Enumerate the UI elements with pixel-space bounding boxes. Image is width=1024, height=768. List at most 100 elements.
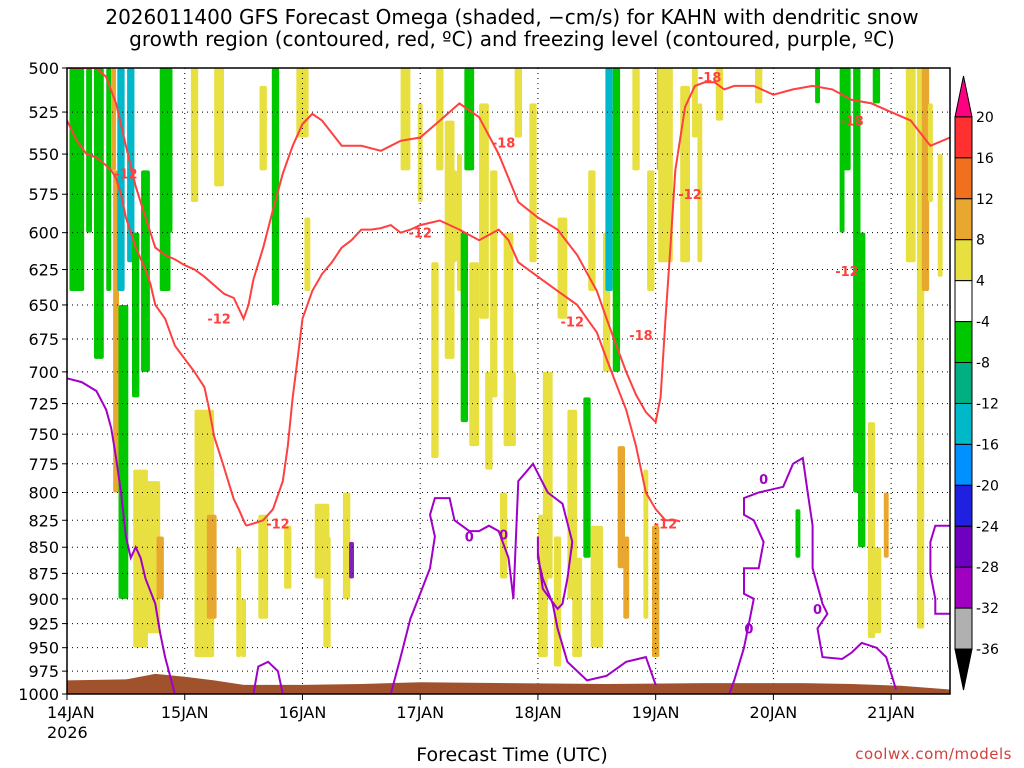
omega-shade-cell: [490, 170, 498, 398]
omega-shade-cell: [436, 68, 444, 171]
omega-shade-cell: [632, 68, 640, 171]
omega-shade-cell: [156, 536, 164, 599]
x-tick-label: 15JAN: [161, 703, 209, 722]
omega-shade-cell: [643, 469, 649, 619]
omega-shade-cell: [651, 525, 660, 658]
omega-shade-cell: [680, 85, 691, 263]
omega-shade-cell: [323, 536, 331, 648]
omega-shade-cell: [93, 68, 104, 359]
terrain-surface: [67, 673, 950, 694]
omega-shade-cell: [118, 304, 129, 599]
colorbar-label: -12: [976, 396, 999, 412]
omega-shade-cell: [214, 68, 224, 187]
omega-shade-cell: [460, 232, 469, 423]
colorbar: 20 16 12 8 4 -4 -8 -12 -16 -20 -24 -28 -32 -36: [954, 75, 999, 691]
omega-shade-cell: [86, 68, 93, 233]
omega-shade-cell: [190, 68, 199, 203]
omega-shading: [69, 68, 943, 667]
omega-shade-cell: [417, 103, 423, 203]
y-axis: 500 525 550 575 600 625 650 675 700 725 750 775 800 8…: [18, 59, 67, 704]
x-axis: 14JAN 15JAN 16JAN 17JAN 18JAN 19JAN 20JAN 21JAN…: [47, 694, 915, 742]
omega-shade-cell: [342, 492, 351, 599]
dgz-contour-3: [67, 68, 950, 425]
dgz-contour-label: -12: [835, 265, 859, 280]
omega-shade-cell: [206, 514, 217, 619]
colorbar-swatch: [954, 198, 973, 241]
y-tick-label: 875: [28, 564, 59, 583]
omega-shade-cell: [452, 170, 457, 263]
omega-shade-cell: [871, 547, 882, 634]
omega-shade-cell: [431, 262, 439, 458]
colorbar-label: 8: [976, 233, 985, 249]
x-tick-label: 18JAN: [514, 703, 562, 722]
dgz-contour-label: -18: [492, 137, 516, 152]
freezing-contour-label: 0: [465, 531, 474, 546]
colorbar-label: 16: [976, 151, 994, 167]
omega-shade-cell: [905, 68, 916, 263]
omega-shade-cell: [921, 68, 930, 291]
dgz-contour-2: [245, 219, 681, 527]
colorbar-swatch: [954, 321, 973, 364]
chart-title: 2026011400 GFS Forecast Omega (shaded, −…: [0, 6, 1024, 50]
freezing-contour-label: 0: [759, 473, 768, 488]
colorbar-swatch: [954, 484, 973, 527]
colorbar-label: -32: [976, 601, 999, 617]
y-tick-label: 700: [28, 363, 59, 382]
omega-shade-cell: [167, 68, 173, 233]
colorbar-label: -20: [976, 478, 999, 494]
freezing-contour-5: [929, 524, 950, 615]
omega-shade-cell: [553, 536, 562, 667]
omega-shade-cell: [258, 514, 269, 619]
omega-shade-cell: [927, 103, 933, 203]
omega-shade-cell: [588, 170, 596, 291]
colorbar-swatch: [954, 280, 973, 323]
omega-shade-cell: [241, 598, 247, 658]
omega-shade-cell: [937, 154, 943, 277]
y-tick-label: 550: [28, 145, 59, 164]
y-tick-label: 1000: [18, 685, 59, 704]
x-tick-label: 17JAN: [396, 703, 444, 722]
dgz-contour-label: -12: [561, 315, 585, 330]
omega-shade-cell: [647, 170, 655, 291]
dgz-contour-1: [67, 120, 248, 527]
omega-shade-cell: [529, 103, 537, 263]
omega-shade-cell: [542, 371, 553, 579]
colorbar-swatch: [954, 607, 973, 650]
y-tick-label: 950: [28, 639, 59, 658]
colorbar-swatch: [954, 402, 973, 445]
omega-shade-cell: [583, 397, 591, 558]
omega-shade-cell: [843, 68, 851, 171]
colorbar-label: -28: [976, 560, 999, 576]
colorbar-label: -8: [976, 356, 990, 372]
freezing-contour-1: [67, 377, 176, 694]
omega-shade-cell: [259, 85, 267, 171]
omega-shade-cell: [815, 68, 821, 104]
chart-title-line-1: 2026011400 GFS Forecast Omega (shaded, −…: [105, 5, 919, 29]
omega-shade-cell: [464, 68, 475, 171]
colorbar-swatch: [954, 75, 973, 118]
colorbar-swatch: [954, 648, 973, 691]
y-tick-label: 525: [28, 103, 59, 122]
dgz-contour-label: -12: [114, 168, 138, 183]
omega-shade-cell: [469, 262, 480, 447]
contour-lines: [67, 68, 950, 694]
dgz-contour-label: -18: [840, 115, 864, 130]
omega-shade-cell: [479, 103, 489, 319]
omega-shade-cell: [236, 547, 242, 658]
colorbar-label: -4: [976, 315, 990, 331]
omega-shade-cell: [617, 446, 626, 569]
freezing-contour-label: 0: [499, 528, 508, 543]
plot-frame: [66, 67, 951, 695]
omega-shade-cell: [612, 68, 621, 372]
colorbar-label: -16: [976, 437, 999, 453]
colorbar-swatch: [954, 157, 973, 200]
colorbar-swatch: [954, 525, 973, 568]
y-tick-label: 925: [28, 615, 59, 634]
freezing-contour-label: 0: [813, 603, 822, 618]
y-tick-label: 650: [28, 296, 59, 315]
omega-shade-cell: [304, 217, 311, 291]
colorbar-label: -36: [976, 642, 999, 658]
x-tick-label: 20JAN: [750, 703, 798, 722]
omega-shade-cell: [111, 68, 117, 171]
